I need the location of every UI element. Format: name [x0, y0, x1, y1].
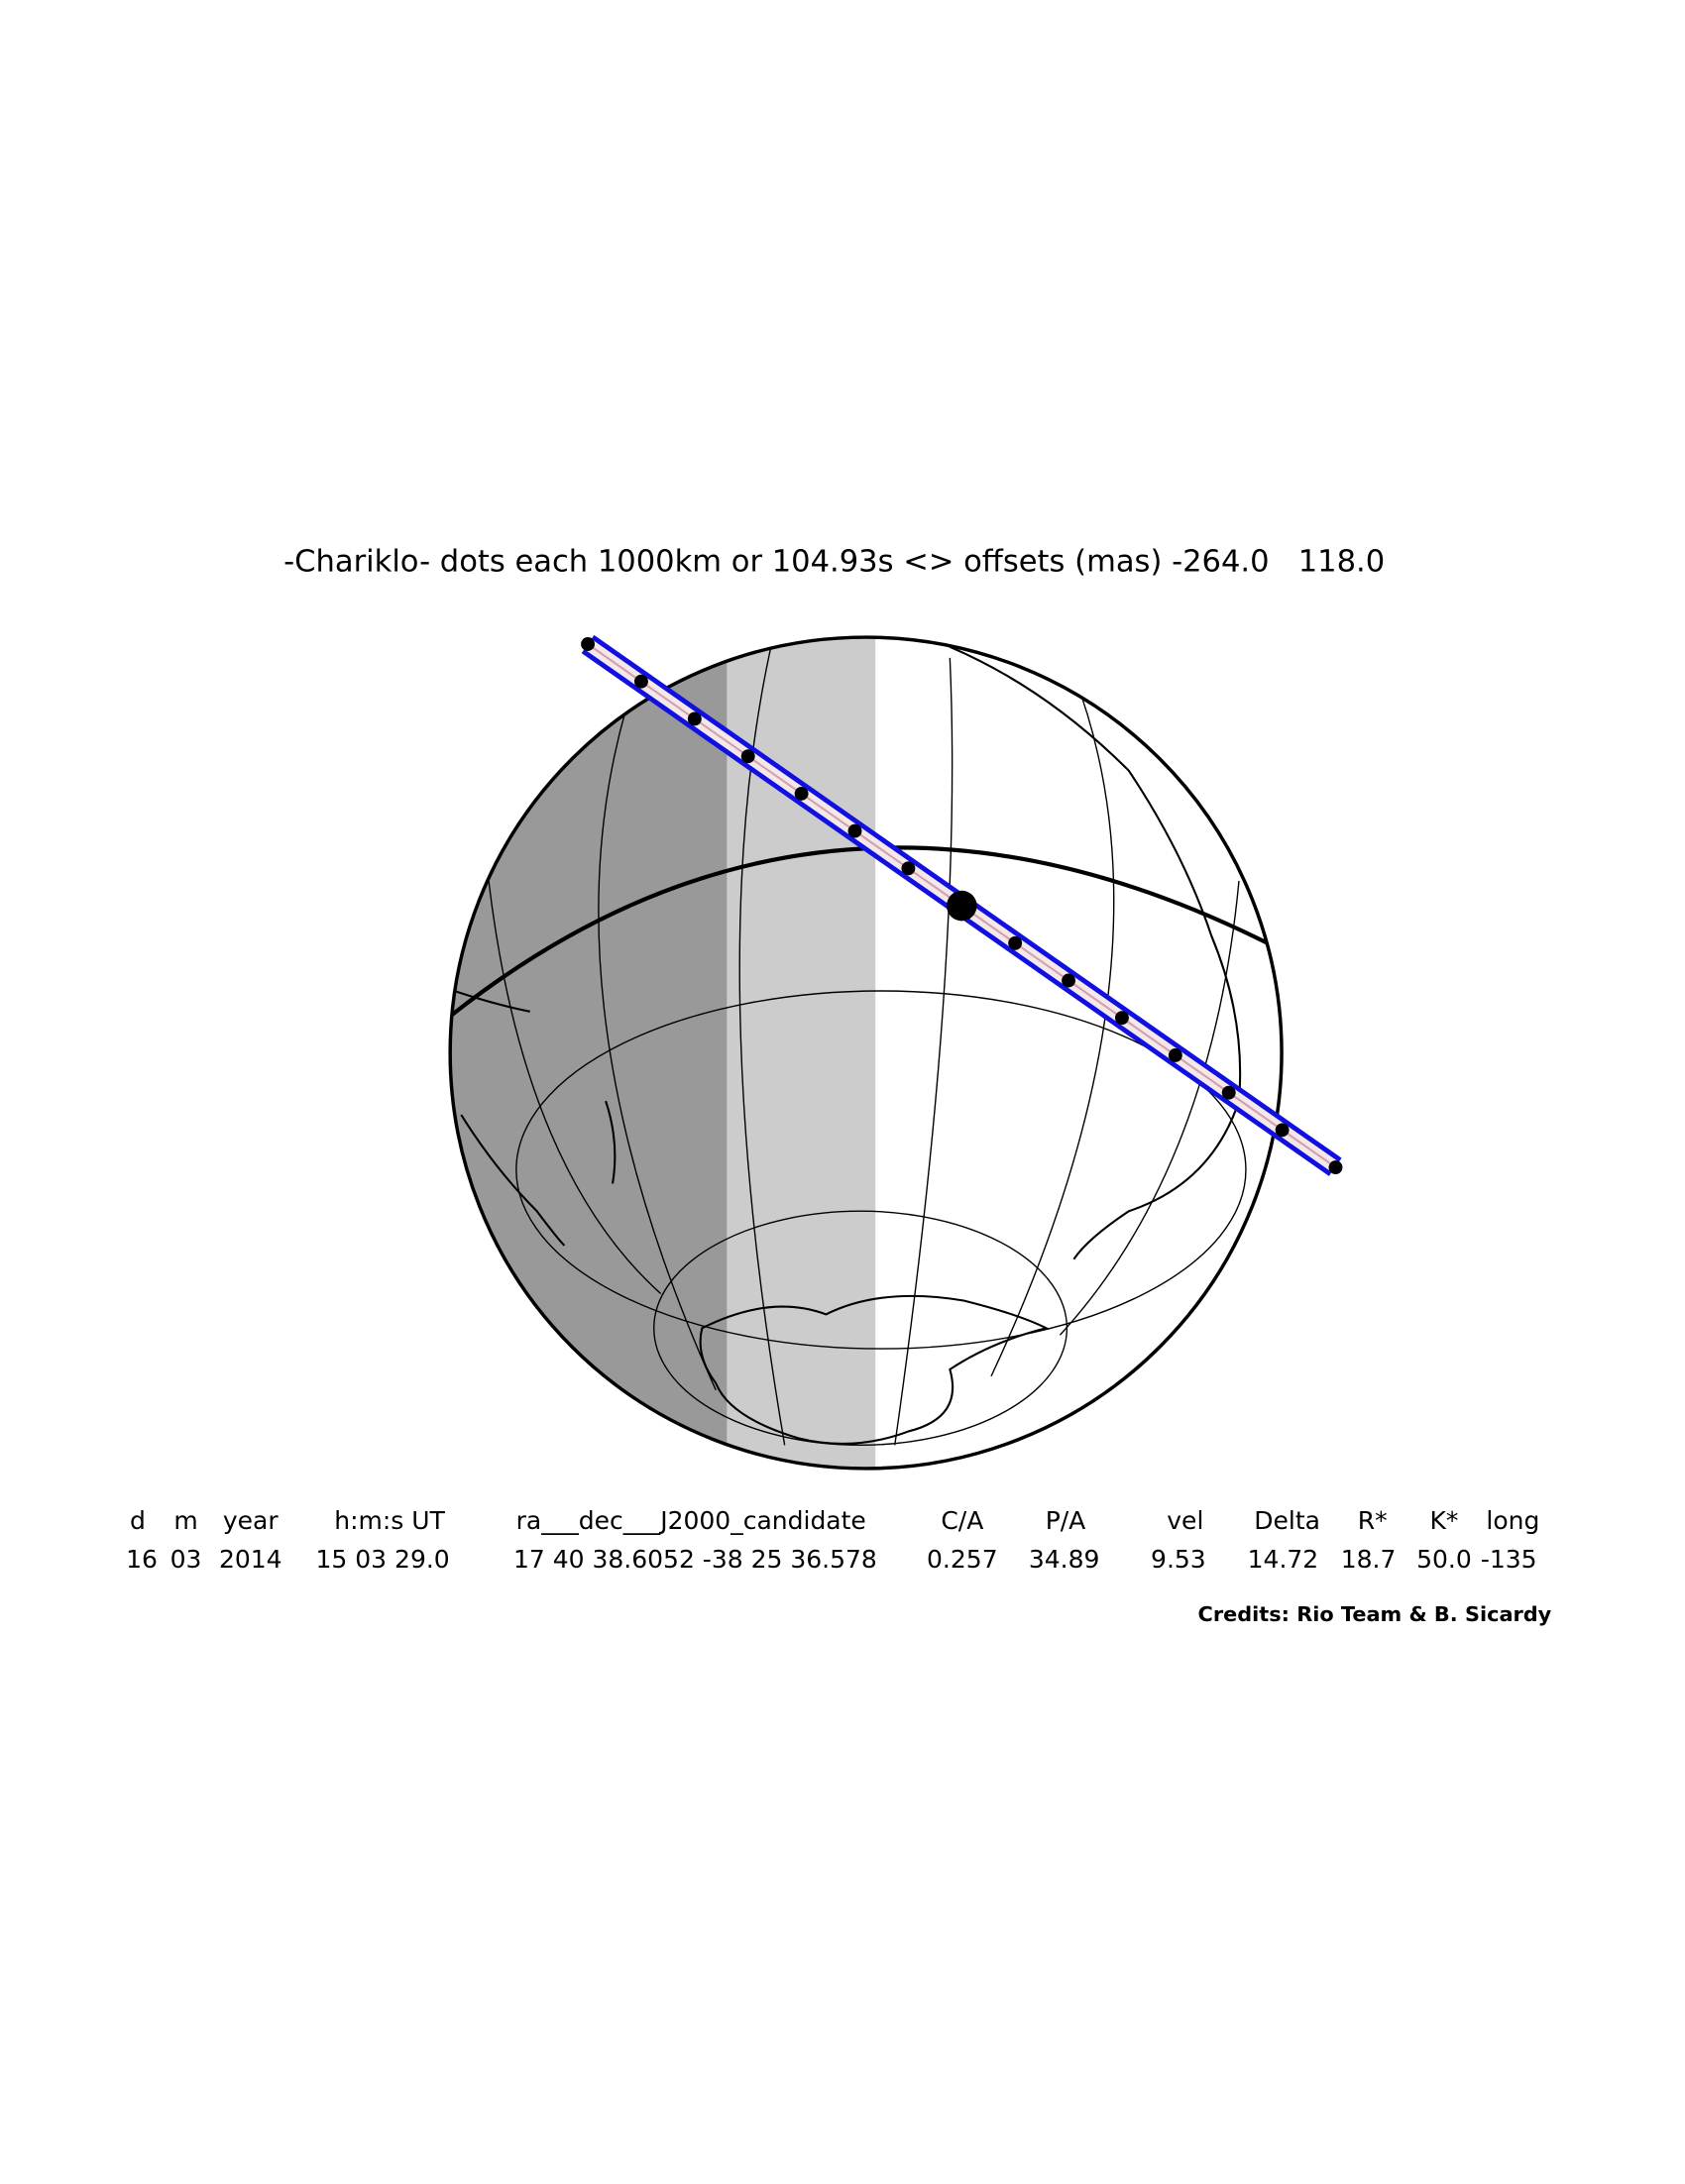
track-dot — [1275, 1123, 1290, 1138]
track-dot — [794, 786, 809, 801]
track-dot — [687, 711, 702, 726]
globe-outline — [448, 635, 1284, 1471]
column-header: h:m:s UT — [334, 1506, 445, 1535]
credits: Credits: Rio Team & B. Sicardy — [1198, 1602, 1552, 1626]
column-header: ra___dec___J2000_candidate — [516, 1506, 866, 1535]
column-header: K* — [1429, 1506, 1458, 1535]
track-dots — [581, 637, 1343, 1175]
column-value: 16 — [126, 1545, 158, 1574]
track-dot — [901, 861, 916, 876]
value-row: 16 03 2014 15 03 29.0 17 40 38.6052 -38 25 3… — [126, 1545, 1536, 1574]
column-header: year — [223, 1506, 279, 1535]
column-value: 17 40 38.6052 -38 25 36.578 — [513, 1545, 877, 1574]
track-dot — [1328, 1160, 1343, 1175]
graticule — [450, 646, 1282, 1447]
track-dot — [634, 674, 648, 689]
column-value: 2014 — [219, 1545, 282, 1574]
column-value: 18.7 — [1341, 1545, 1397, 1574]
track-dot — [1062, 973, 1075, 988]
map-title: -Chariklo- dots each 1000km or 104.93s <… — [283, 544, 1385, 579]
column-header: Delta — [1254, 1506, 1320, 1535]
column-value: 15 03 29.0 — [316, 1545, 450, 1574]
column-header: m — [173, 1506, 197, 1535]
column-header: long — [1486, 1506, 1539, 1535]
column-value: 9.53 — [1151, 1545, 1206, 1574]
track-dot — [946, 890, 977, 922]
track-dot — [1008, 935, 1023, 950]
column-value: 14.72 — [1248, 1545, 1319, 1574]
column-value: -135 — [1481, 1545, 1537, 1574]
column-value: 50.0 — [1416, 1545, 1472, 1574]
track-dot — [847, 823, 862, 838]
column-header: vel — [1167, 1506, 1203, 1535]
track-dot — [1168, 1048, 1182, 1062]
track-dot — [581, 637, 595, 651]
column-header: d — [130, 1506, 146, 1535]
column-header: P/A — [1046, 1506, 1086, 1535]
track-dot — [1115, 1011, 1129, 1026]
column-header: R* — [1358, 1506, 1388, 1535]
header-row: d m year h:m:s UT ra___dec___J2000_candidate… — [130, 1506, 1539, 1535]
column-value: 0.257 — [927, 1545, 998, 1574]
track-dot — [740, 749, 755, 764]
track-dot — [1221, 1085, 1236, 1100]
column-value: 03 — [170, 1545, 202, 1574]
column-header: C/A — [941, 1506, 983, 1535]
column-value: 34.89 — [1029, 1545, 1100, 1574]
coastlines — [454, 645, 1242, 1445]
